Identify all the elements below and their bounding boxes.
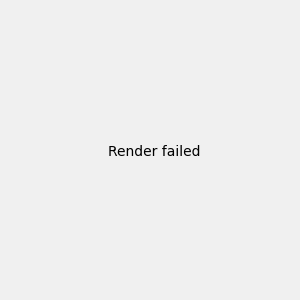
Text: Render failed: Render failed bbox=[107, 145, 200, 158]
